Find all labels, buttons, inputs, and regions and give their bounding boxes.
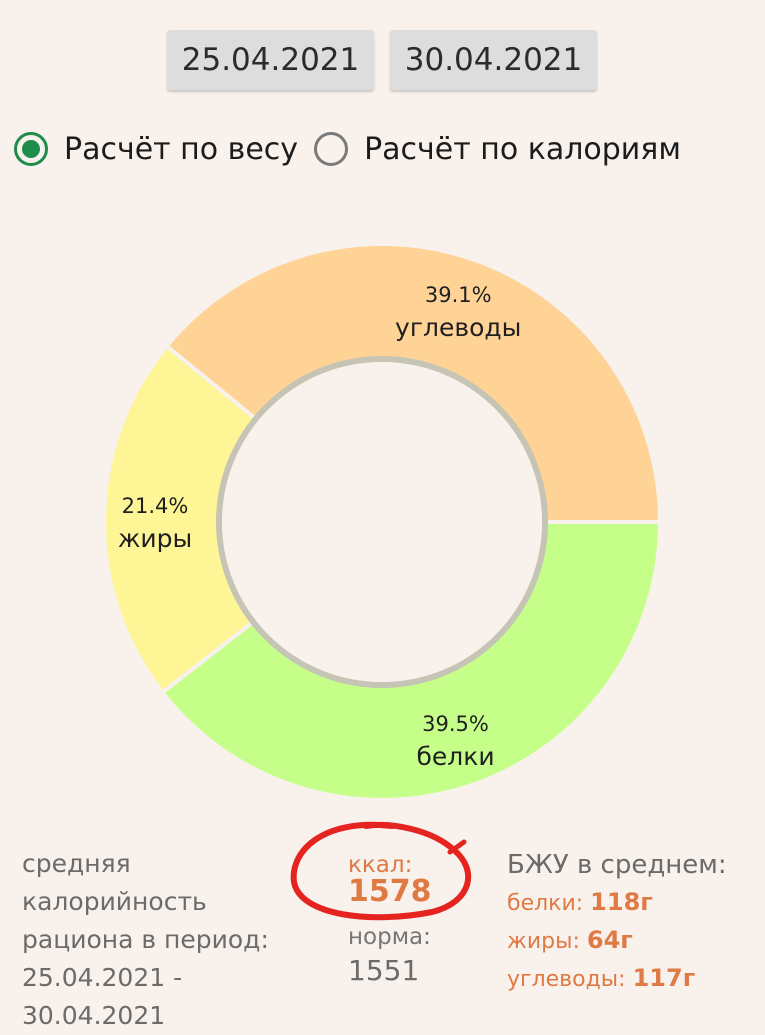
donut-chart: 39.1% углеводы 39.5% белки 21.4% жиры: [102, 242, 663, 802]
avg-caption-line: средняя калорийность: [22, 849, 207, 916]
radio-unchecked-icon[interactable]: [314, 132, 349, 166]
bju-row-carbs: углеводы: 117г: [507, 960, 757, 998]
slice-percent-label: 39.5%: [422, 712, 489, 736]
kcal-label: ккал:: [348, 852, 413, 878]
donut-hole: [222, 362, 542, 682]
bju-value: 117г: [632, 964, 696, 992]
start-date-button[interactable]: 25.04.2021: [167, 30, 374, 90]
bju-title: БЖУ в среднем:: [507, 850, 727, 880]
bju-value: 118г: [590, 888, 653, 916]
norm-label: норма:: [348, 924, 431, 950]
avg-caption-line: 30.04.2021: [22, 1001, 166, 1030]
avg-caption-line: рациона в период:: [22, 925, 269, 954]
bju-row-fats: жиры: 64г: [507, 922, 757, 960]
slice-name-label: белки: [416, 742, 494, 771]
radio-by-calories-label: Расчёт по калориям: [364, 131, 681, 167]
radio-by-weight[interactable]: Расчёт по весу: [14, 132, 298, 167]
bju-value: 64г: [586, 926, 633, 954]
norm-value: 1551: [348, 954, 420, 987]
slice-percent-label: 39.1%: [425, 283, 492, 307]
radio-checked-icon[interactable]: [14, 132, 48, 166]
slice-name-label: углеводы: [395, 313, 521, 342]
donut-inner-ring: [216, 356, 548, 688]
hand-drawn-circle-annotation: [290, 821, 472, 921]
avg-caption-line: 25.04.2021 -: [22, 963, 183, 992]
average-calorie-caption: средняя калорийность рациона в период: 2…: [22, 845, 322, 1035]
bju-label: белки:: [507, 891, 584, 916]
bju-row-proteins: белки: 118г: [507, 884, 757, 922]
calculation-mode-group: Расчёт по весу Расчёт по калориям: [14, 124, 697, 174]
slice-name-label: жиры: [118, 524, 192, 553]
radio-by-weight-label: Расчёт по весу: [64, 131, 299, 167]
kcal-value: 1578: [348, 874, 432, 909]
end-date-button[interactable]: 30.04.2021: [390, 30, 597, 90]
bju-label: жиры:: [507, 929, 580, 954]
radio-by-calories[interactable]: Расчёт по калориям: [314, 132, 681, 167]
donut-slice-2: [102, 343, 261, 696]
bju-summary: БЖУ в среднем: белки: 118г жиры: 64г угл…: [507, 846, 757, 998]
bju-label: углеводы:: [507, 967, 626, 992]
slice-percent-label: 21.4%: [122, 494, 189, 518]
